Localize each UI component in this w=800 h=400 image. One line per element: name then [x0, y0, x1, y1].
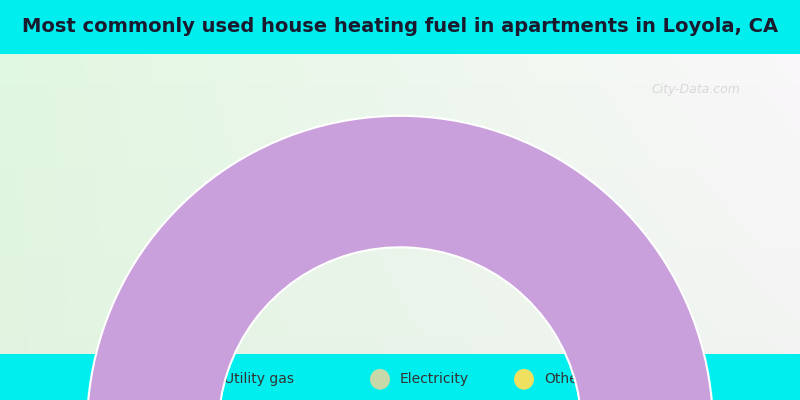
Wedge shape — [87, 116, 713, 400]
Ellipse shape — [194, 369, 214, 390]
Ellipse shape — [514, 369, 534, 390]
Text: Electricity: Electricity — [400, 372, 469, 386]
Text: Utility gas: Utility gas — [224, 372, 294, 386]
Text: City-Data.com: City-Data.com — [651, 84, 741, 96]
Ellipse shape — [370, 369, 390, 390]
Text: Other: Other — [544, 372, 583, 386]
Text: Most commonly used house heating fuel in apartments in Loyola, CA: Most commonly used house heating fuel in… — [22, 18, 778, 36]
